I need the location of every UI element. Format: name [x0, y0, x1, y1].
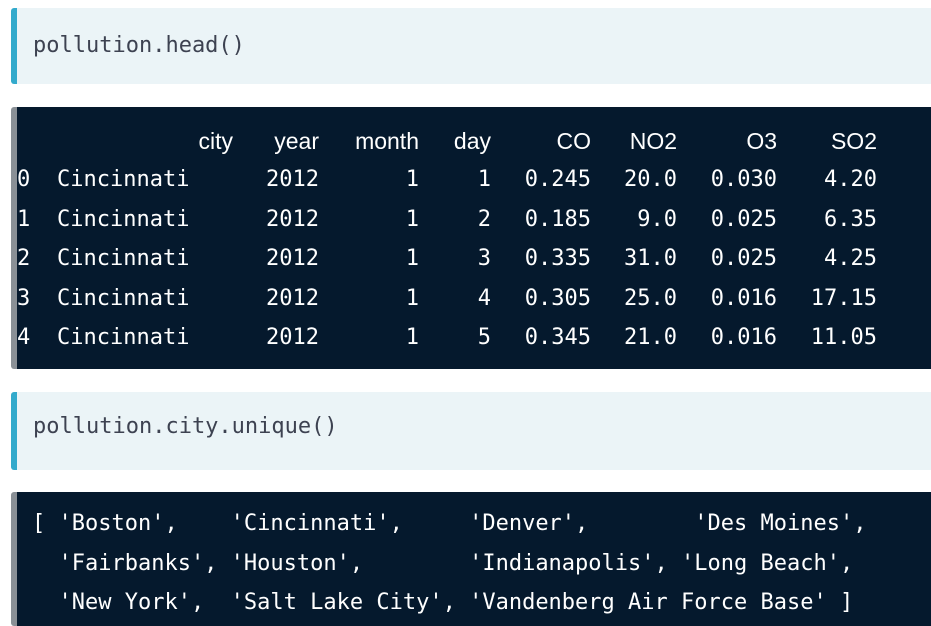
table-cell: 2: [477, 206, 491, 232]
table-cell: 2012: [266, 206, 319, 232]
table-cell: 4: [477, 285, 491, 311]
table-cell: 4.20: [824, 167, 877, 193]
row-index: 1: [17, 206, 31, 232]
table-cell: 0.025: [710, 246, 777, 272]
table-cell: 1: [405, 325, 419, 351]
table-cell: 21.0: [624, 325, 677, 351]
table-cell: Cincinnati: [57, 325, 190, 351]
table-cell: 1: [405, 285, 419, 311]
row-index: 2: [17, 246, 31, 272]
table-cell: 1: [405, 206, 419, 232]
table-cell: 0.305: [524, 285, 591, 311]
output-cell-unique: [ 'Boston', 'Cincinnati', 'Denver', 'Des…: [11, 492, 931, 626]
output-line: [ 'Boston', 'Cincinnati', 'Denver', 'Des…: [32, 511, 867, 536]
table-cell: 0.345: [524, 325, 591, 351]
table-cell: 0.016: [710, 285, 777, 311]
output-line: 'Fairbanks', 'Houston', 'Indianapolis', …: [32, 551, 854, 576]
table-row: 1 Cincinnati 2012 1 2 0.185 9.0 0.025 6.35: [17, 200, 877, 240]
table-header-row: city year month day CO NO2 O3 SO2: [17, 122, 878, 160]
column-header: year: [274, 127, 319, 154]
column-header: SO2: [830, 127, 877, 154]
table-cell: Cincinnati: [57, 246, 190, 272]
output-cell-head: city year month day CO NO2 O3 SO2 0 Cinci…: [11, 107, 931, 369]
column-header: month: [355, 127, 419, 154]
code-cell-unique[interactable]: pollution.city.unique(): [11, 392, 931, 470]
column-header: NO2: [629, 127, 677, 154]
table-cell: 20.0: [624, 167, 677, 193]
table-cell: 0.016: [710, 325, 777, 351]
column-header: CO: [556, 127, 592, 154]
table-cell: 3: [477, 246, 491, 272]
table-cell: 11.05: [810, 325, 877, 351]
output-line: 'New York', 'Salt Lake City', 'Vandenber…: [32, 590, 854, 615]
table-cell: Cincinnati: [57, 206, 190, 232]
table-cell: 17.15: [810, 285, 877, 311]
table-cell: 1: [405, 246, 419, 272]
table-cell: 0.025: [710, 206, 777, 232]
table-cell: 25.0: [624, 285, 677, 311]
code-cell-head[interactable]: pollution.head(): [11, 8, 931, 84]
table-row: 2 Cincinnati 2012 1 3 0.335 31.0 0.025 4.25: [17, 239, 877, 279]
table-row: 0 Cincinnati 2012 1 1 0.245 20.0 0.030 4.20: [17, 160, 877, 200]
table-cell: 0.185: [524, 206, 591, 232]
table-cell: 2012: [266, 246, 319, 272]
table-cell: 2012: [266, 167, 319, 193]
table-cell: 0.335: [524, 246, 591, 272]
dataframe-table: city year month day CO NO2 O3 SO2 0 Cinci…: [17, 122, 877, 358]
table-cell: 0.030: [710, 167, 777, 193]
column-header: O3: [746, 127, 777, 154]
code-text: pollution.city.unique(): [33, 414, 338, 439]
table-cell: 4.25: [824, 246, 877, 272]
table-cell: Cincinnati: [57, 167, 190, 193]
table-cell: 31.0: [624, 246, 677, 272]
table-cell: Cincinnati: [57, 285, 190, 311]
row-index: 4: [17, 325, 31, 351]
code-text: pollution.head(): [33, 33, 245, 58]
table-cell: 6.35: [824, 206, 877, 232]
row-index: 0: [17, 167, 31, 193]
table-row: 4 Cincinnati 2012 1 5 0.345 21.0 0.016 11.05: [17, 318, 877, 358]
table-cell: 0.245: [524, 167, 591, 193]
table-row: 3 Cincinnati 2012 1 4 0.305 25.0 0.016 17.15: [17, 279, 877, 319]
table-cell: 5: [477, 325, 491, 351]
column-header: day: [453, 127, 491, 154]
table-cell: 1: [477, 167, 491, 193]
table-cell: 9.0: [637, 206, 677, 232]
row-index: 3: [17, 285, 31, 311]
column-header: city: [198, 127, 234, 154]
table-cell: 2012: [266, 285, 319, 311]
column-header: [17, 122, 57, 160]
table-cell: 1: [405, 167, 419, 193]
table-cell: 2012: [266, 325, 319, 351]
